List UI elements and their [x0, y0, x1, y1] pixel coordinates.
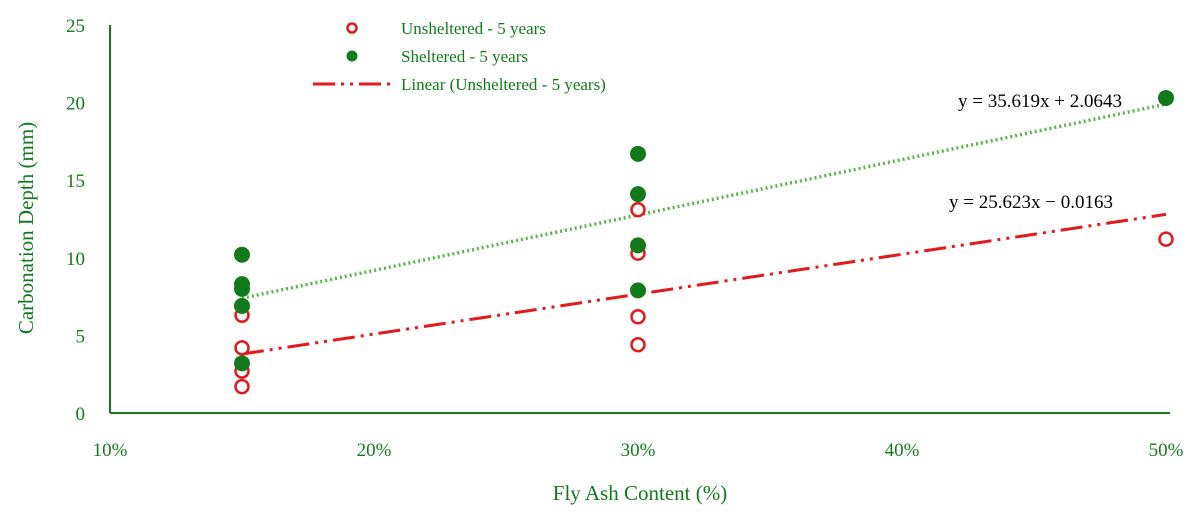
y-tick-label: 15: [66, 171, 85, 192]
x-tick-label: 50%: [1149, 440, 1184, 461]
x-tick-labels: 10% 20% 30% 40% 50%: [93, 440, 1184, 461]
sheltered-point: [630, 145, 646, 162]
y-tick-label: 25: [66, 16, 85, 37]
unsheltered-point: [234, 378, 250, 395]
unsheltered-point: [630, 201, 646, 218]
trendline-equations: y = 35.619x + 2.0643 y = 25.623x − 0.016…: [949, 91, 1122, 213]
sheltered-point: [1158, 89, 1174, 106]
sheltered-point: [234, 297, 250, 314]
y-tick-label: 10: [66, 249, 85, 270]
legend-label: Sheltered - 5 years: [401, 47, 528, 66]
axes: [109, 25, 1170, 414]
sheltered-point: [630, 186, 646, 203]
y-tick-label: 20: [66, 94, 85, 115]
x-tick-label: 20%: [357, 440, 392, 461]
legend: Unsheltered - 5 years Sheltered - 5 years…: [313, 19, 606, 94]
y-tick-label: 5: [76, 326, 86, 347]
unsheltered-point: [1158, 231, 1174, 247]
unsheltered-trendline-equation: y = 25.623x − 0.0163: [949, 192, 1113, 213]
unsheltered-trendline: [241, 212, 1167, 356]
x-axis-label: Fly Ash Content (%): [553, 481, 727, 505]
sheltered-point: [234, 355, 250, 372]
x-tick-label: 40%: [885, 440, 920, 461]
unsheltered-point: [234, 340, 250, 356]
trendlines: [241, 102, 1167, 356]
sheltered-trendline-equation: y = 35.619x + 2.0643: [958, 91, 1122, 112]
unsheltered-point: [630, 336, 646, 353]
x-tick-label: 30%: [621, 440, 656, 461]
sheltered-point: [630, 237, 646, 254]
y-tick-label: 0: [76, 404, 86, 425]
unsheltered-point: [630, 309, 646, 325]
legend-unsheltered-marker: [346, 22, 358, 34]
sheltered-point: [234, 276, 250, 293]
x-tick-label: 10%: [93, 440, 128, 461]
sheltered-point: [630, 282, 646, 299]
sheltered-trendline: [241, 102, 1167, 300]
legend-label: Linear (Unsheltered - 5 years): [401, 75, 606, 94]
data-points: [234, 89, 1174, 395]
y-tick-labels: 0 5 10 15 20 25: [66, 16, 85, 425]
legend-sheltered-marker: [346, 50, 358, 62]
y-axis-label: Carbonation Depth (mm): [14, 122, 38, 334]
sheltered-point: [234, 246, 250, 263]
legend-label: Unsheltered - 5 years: [401, 19, 546, 38]
